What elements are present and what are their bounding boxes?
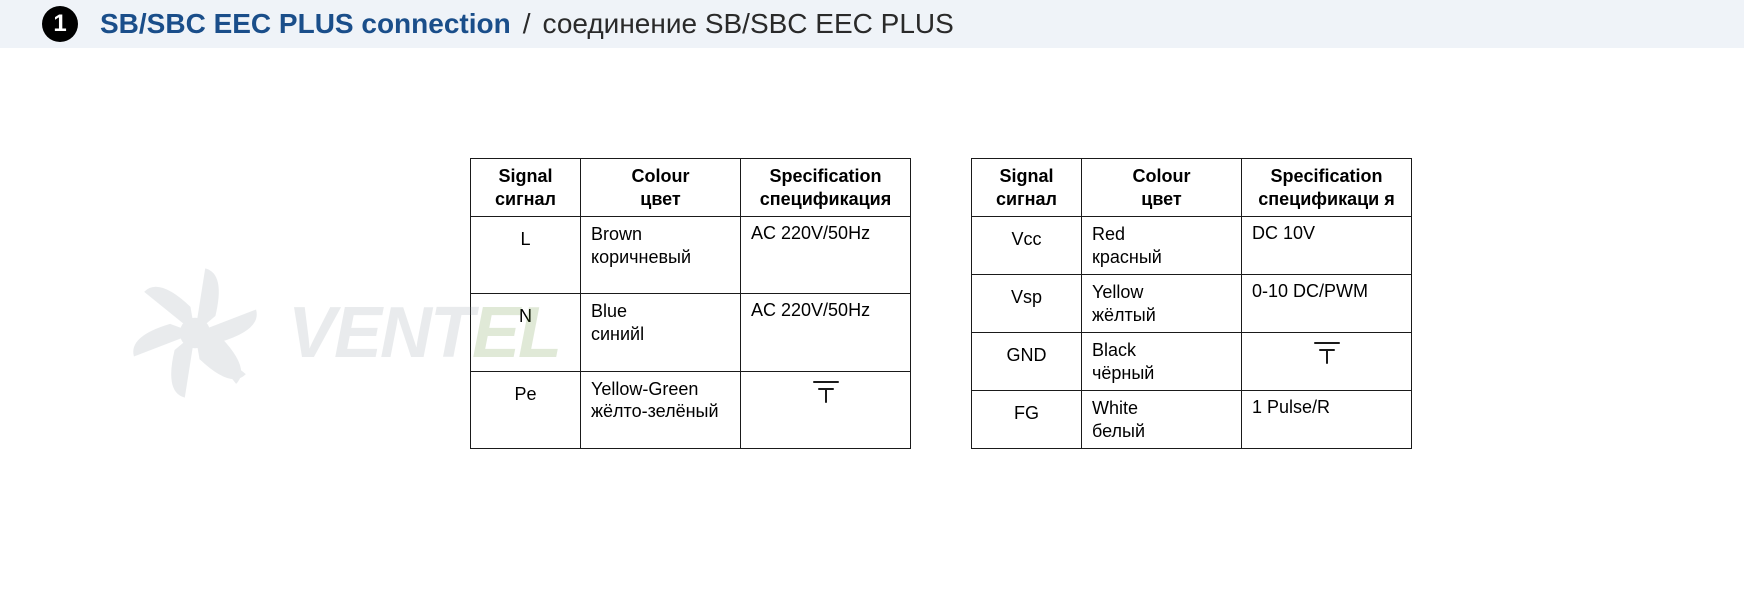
spec-cell: AC 220V/50Hz <box>741 217 911 294</box>
colour-ru: чёрный <box>1092 363 1154 383</box>
colour-cell: Yellow жёлтый <box>1082 275 1242 333</box>
col-header-spec-en: Specification <box>1270 166 1382 186</box>
signal-cell: GND <box>972 333 1082 391</box>
table-row: L Brown коричневый AC 220V/50Hz <box>471 217 911 294</box>
col-header-colour: Colour цвет <box>581 159 741 217</box>
section-title-en: SB/SBC EEC PLUS connection <box>100 8 511 40</box>
colour-cell: Black чёрный <box>1082 333 1242 391</box>
col-header-signal: Signal сигнал <box>972 159 1082 217</box>
table-row: N Blue синийl AC 220V/50Hz <box>471 294 911 371</box>
colour-en: Red <box>1092 224 1125 244</box>
signal-cell: Vsp <box>972 275 1082 333</box>
col-header-spec: Specification спецификация <box>741 159 911 217</box>
section-bullet: 1 <box>42 6 78 42</box>
col-header-signal-en: Signal <box>999 166 1053 186</box>
ground-icon <box>811 378 841 404</box>
table-header-row: Signal сигнал Colour цвет Specification … <box>972 159 1412 217</box>
section-title-separator: / <box>523 8 531 40</box>
col-header-signal-ru: сигнал <box>481 188 570 211</box>
watermark-text-part1: VENT <box>288 293 472 373</box>
col-header-colour: Colour цвет <box>1082 159 1242 217</box>
spec-cell <box>1242 333 1412 391</box>
colour-en: White <box>1092 398 1138 418</box>
col-header-signal-ru: сигнал <box>982 188 1071 211</box>
signal-cell: N <box>471 294 581 371</box>
colour-cell: Blue синийl <box>581 294 741 371</box>
control-connection-table: Signal сигнал Colour цвет Specification … <box>971 158 1412 449</box>
col-header-colour-en: Colour <box>1133 166 1191 186</box>
spec-cell: 1 Pulse/R <box>1242 391 1412 449</box>
col-header-colour-en: Colour <box>632 166 690 186</box>
colour-ru: жёлтый <box>1092 305 1156 325</box>
col-header-spec-ru: спецификаци я <box>1252 188 1401 211</box>
spec-cell <box>741 371 911 448</box>
spec-cell: AC 220V/50Hz <box>741 294 911 371</box>
section-title-ru: соединение SB/SBC EEC PLUS <box>543 8 954 40</box>
colour-ru: белый <box>1092 421 1145 441</box>
spec-cell: DC 10V <box>1242 217 1412 275</box>
col-header-colour-ru: цвет <box>1092 188 1231 211</box>
colour-cell: Brown коричневый <box>581 217 741 294</box>
colour-ru: коричневый <box>591 247 691 267</box>
col-header-colour-ru: цвет <box>591 188 730 211</box>
table-row: Vcc Red красный DC 10V <box>972 217 1412 275</box>
colour-en: Blue <box>591 301 627 321</box>
colour-ru: синийl <box>591 324 644 344</box>
signal-cell: FG <box>972 391 1082 449</box>
section-header: 1 SB/SBC EEC PLUS connection / соединени… <box>0 0 1744 48</box>
fan-icon <box>110 248 280 418</box>
colour-ru: красный <box>1092 247 1162 267</box>
power-connection-table: Signal сигнал Colour цвет Specification … <box>470 158 911 449</box>
col-header-signal-en: Signal <box>498 166 552 186</box>
spec-cell: 0-10 DC/PWM <box>1242 275 1412 333</box>
colour-cell: Red красный <box>1082 217 1242 275</box>
colour-cell: White белый <box>1082 391 1242 449</box>
colour-en: Yellow <box>1092 282 1143 302</box>
content-area: VENTEL Signal сигнал Colour цвет Specifi… <box>0 48 1744 449</box>
col-header-spec-ru: спецификация <box>751 188 900 211</box>
table-row: Vsp Yellow жёлтый 0-10 DC/PWM <box>972 275 1412 333</box>
col-header-signal: Signal сигнал <box>471 159 581 217</box>
colour-cell: Yellow-Greenжёлто-зелёный <box>581 371 741 448</box>
colour-en: Brown <box>591 224 642 244</box>
signal-cell: L <box>471 217 581 294</box>
table-row: PeYellow-Greenжёлто-зелёный <box>471 371 911 448</box>
signal-cell: Pe <box>471 371 581 448</box>
col-header-spec: Specification спецификаци я <box>1242 159 1412 217</box>
table-row: FG White белый 1 Pulse/R <box>972 391 1412 449</box>
ground-icon <box>1312 339 1342 365</box>
signal-cell: Vcc <box>972 217 1082 275</box>
colour-en: Black <box>1092 340 1136 360</box>
table-row: GND Black чёрный <box>972 333 1412 391</box>
colour-en: Yellow-Green <box>591 379 698 399</box>
table-header-row: Signal сигнал Colour цвет Specification … <box>471 159 911 217</box>
colour-ru: жёлто-зелёный <box>591 401 719 421</box>
col-header-spec-en: Specification <box>769 166 881 186</box>
